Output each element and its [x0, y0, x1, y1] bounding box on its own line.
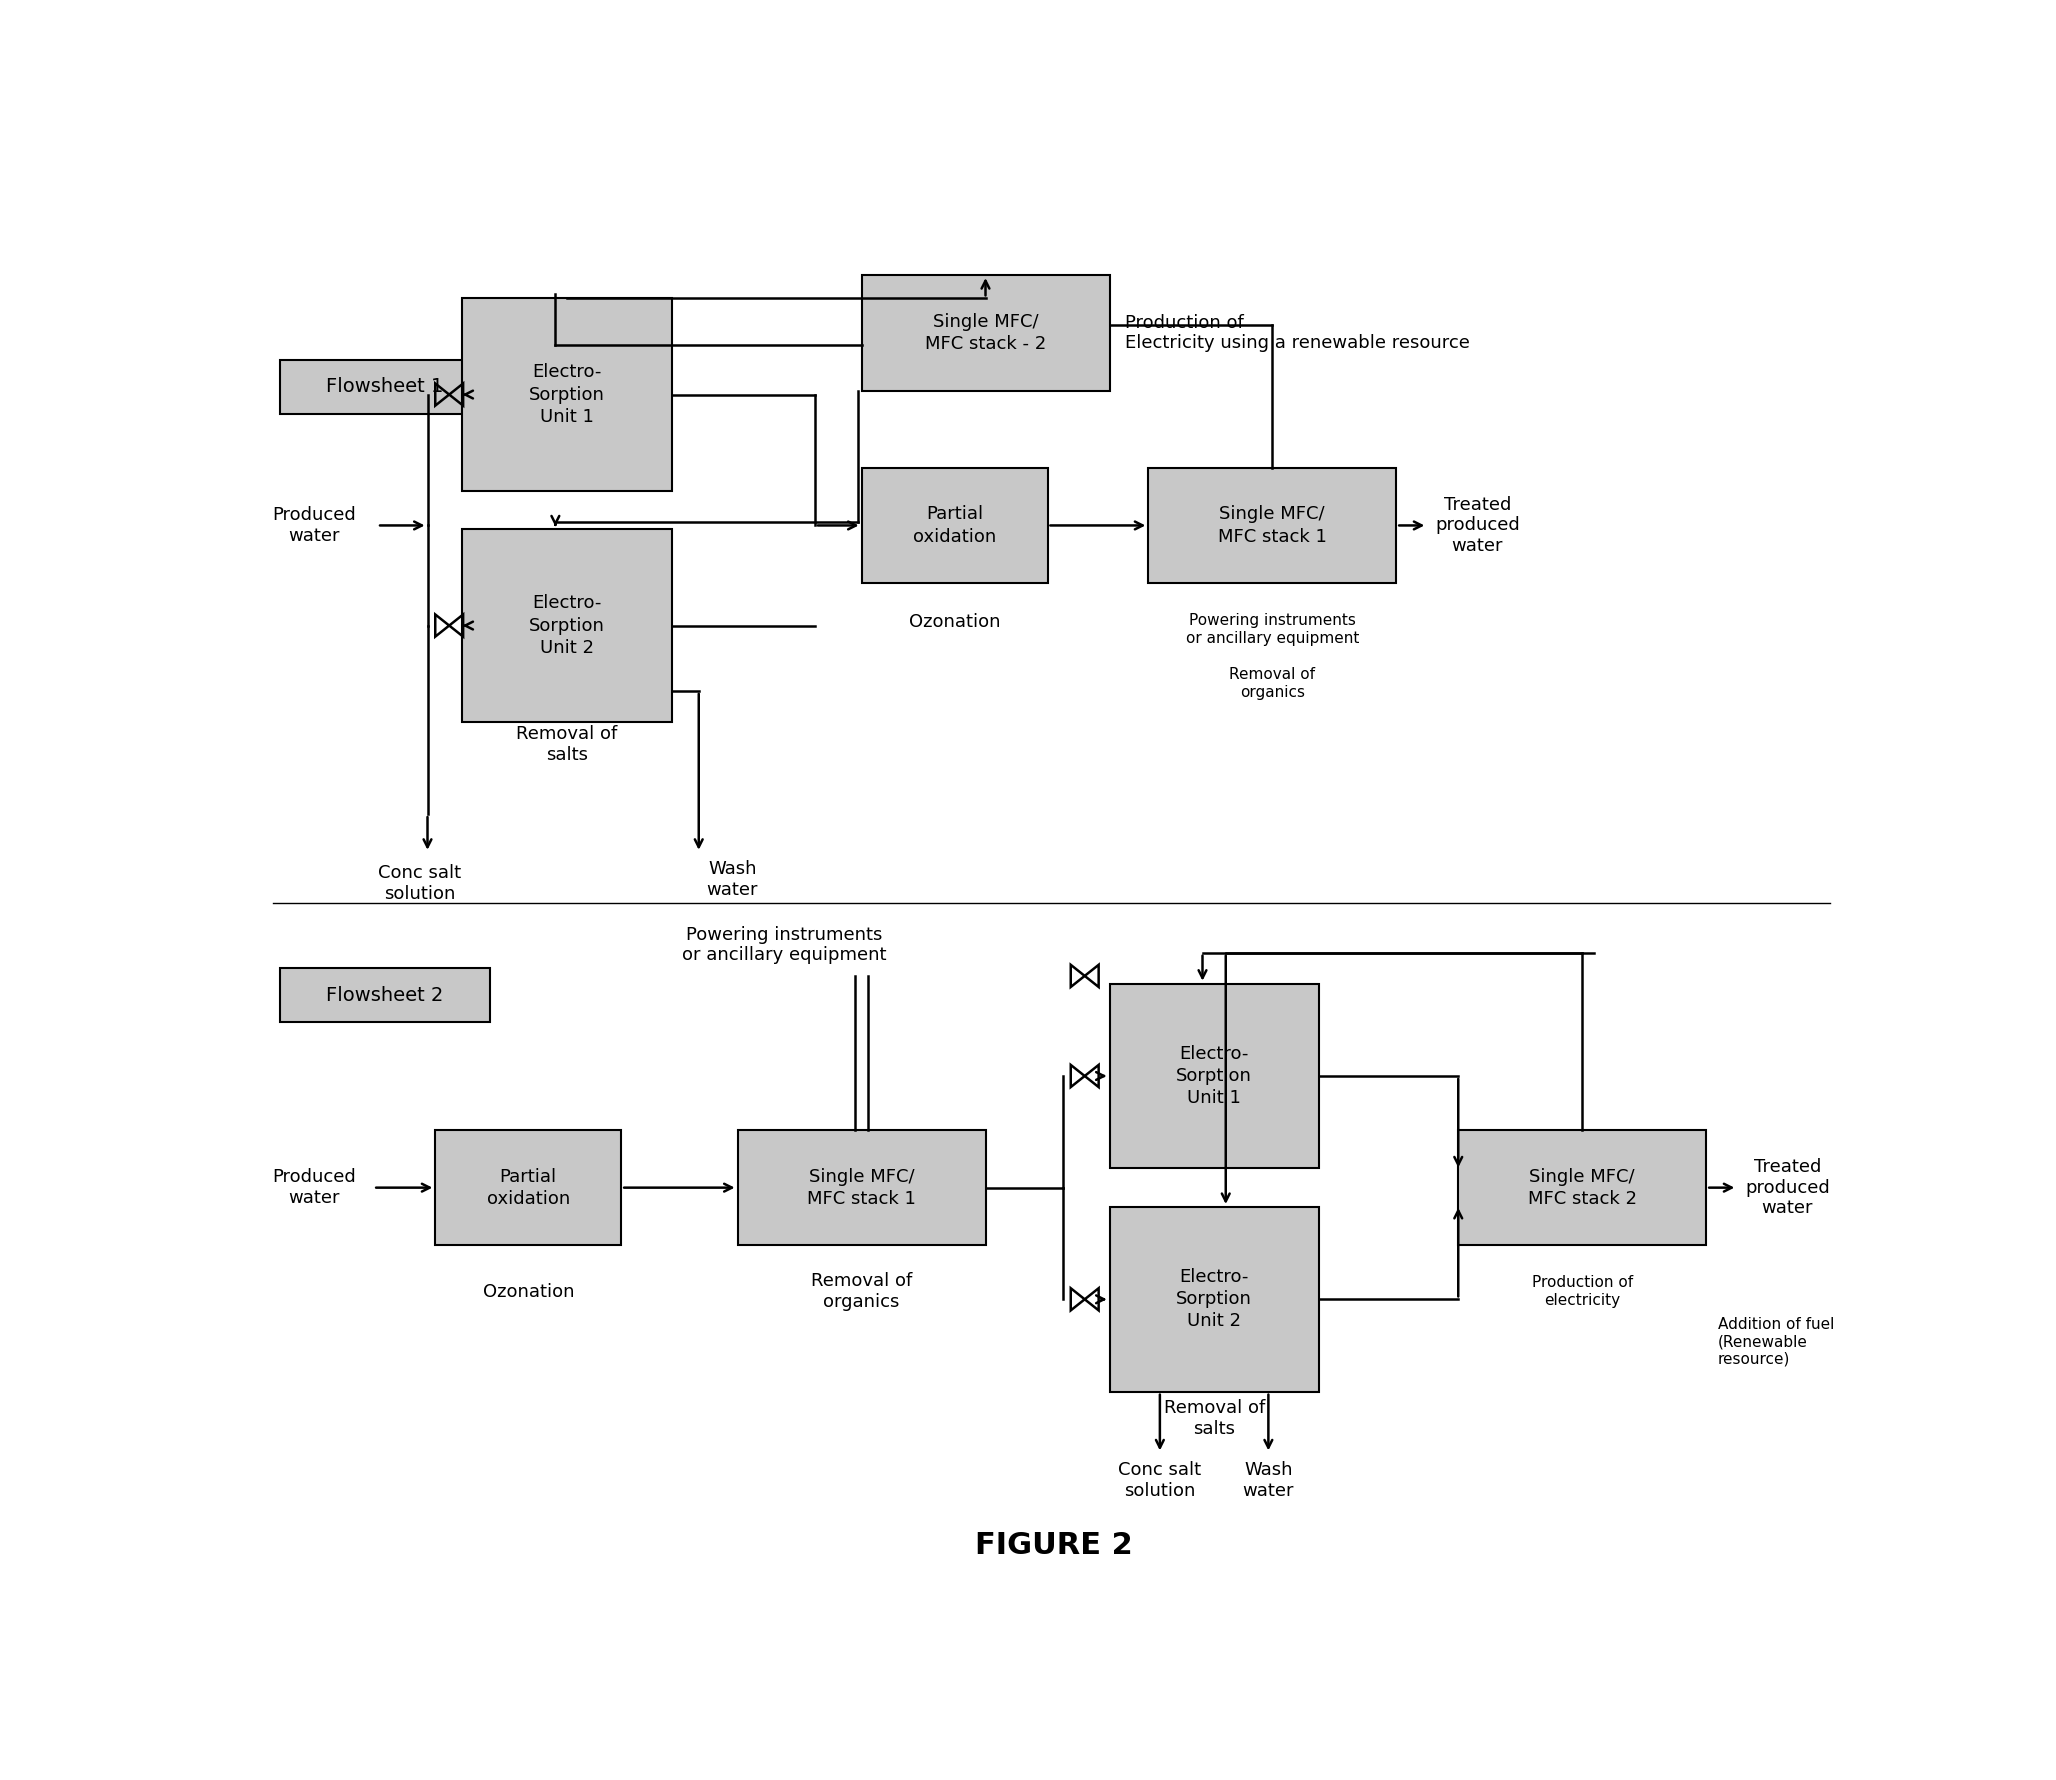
Text: Removal of
salts: Removal of salts [1164, 1399, 1264, 1438]
FancyBboxPatch shape [280, 360, 489, 413]
FancyBboxPatch shape [1458, 1130, 1706, 1246]
Text: Electro-
Sorption
Unit 2: Electro- Sorption Unit 2 [1176, 1267, 1252, 1330]
Text: Wash
water: Wash water [1242, 1461, 1293, 1499]
FancyBboxPatch shape [463, 529, 672, 723]
Text: Production of
electricity: Production of electricity [1532, 1276, 1632, 1308]
Text: Conc salt
solution: Conc salt solution [1118, 1461, 1201, 1499]
Text: Single MFC/
MFC stack 1: Single MFC/ MFC stack 1 [1217, 506, 1326, 545]
Text: Treated
produced
water: Treated produced water [1746, 1157, 1830, 1218]
Text: Removal of
organics: Removal of organics [810, 1273, 913, 1312]
Text: Partial
oxidation: Partial oxidation [913, 506, 995, 545]
FancyBboxPatch shape [861, 468, 1047, 584]
Text: Produced
water: Produced water [273, 1168, 356, 1207]
Text: Single MFC/
MFC stack - 2: Single MFC/ MFC stack - 2 [925, 313, 1047, 352]
Text: Electro-
Sorption
Unit 2: Electro- Sorption Unit 2 [528, 595, 604, 657]
FancyBboxPatch shape [280, 968, 489, 1022]
Text: Single MFC/
MFC stack 1: Single MFC/ MFC stack 1 [808, 1168, 915, 1209]
FancyBboxPatch shape [861, 276, 1110, 390]
Text: Addition of fuel
(Renewable
resource): Addition of fuel (Renewable resource) [1719, 1317, 1834, 1367]
Text: Partial
oxidation: Partial oxidation [487, 1168, 570, 1209]
Text: Single MFC/
MFC stack 2: Single MFC/ MFC stack 2 [1528, 1168, 1637, 1209]
FancyBboxPatch shape [463, 299, 672, 491]
Text: Production of
Electricity using a renewable resource: Production of Electricity using a renewa… [1125, 313, 1470, 352]
Text: Flowsheet 2: Flowsheet 2 [327, 986, 444, 1004]
Text: Powering instruments
or ancillary equipment: Powering instruments or ancillary equipm… [1186, 612, 1359, 646]
FancyBboxPatch shape [1110, 984, 1318, 1168]
FancyBboxPatch shape [1147, 468, 1396, 584]
Text: Removal of
organics: Removal of organics [1229, 668, 1316, 700]
Text: Electro-
Sorption
Unit 1: Electro- Sorption Unit 1 [528, 363, 604, 425]
Text: Conc salt
solution: Conc salt solution [378, 863, 461, 902]
Text: Ozonation: Ozonation [483, 1283, 574, 1301]
FancyBboxPatch shape [436, 1130, 621, 1246]
Text: Ozonation: Ozonation [909, 612, 1001, 630]
Text: Wash
water: Wash water [707, 860, 759, 899]
Text: Electro-
Sorption
Unit 1: Electro- Sorption Unit 1 [1176, 1045, 1252, 1107]
Text: Powering instruments
or ancillary equipment: Powering instruments or ancillary equipm… [683, 926, 886, 965]
Text: Treated
produced
water: Treated produced water [1435, 495, 1519, 555]
Text: FIGURE 2: FIGURE 2 [975, 1531, 1133, 1561]
Text: Removal of
salts: Removal of salts [516, 726, 617, 764]
FancyBboxPatch shape [1110, 1207, 1318, 1392]
Text: Produced
water: Produced water [273, 506, 356, 545]
Text: Flowsheet 1: Flowsheet 1 [327, 377, 444, 397]
FancyBboxPatch shape [738, 1130, 985, 1246]
